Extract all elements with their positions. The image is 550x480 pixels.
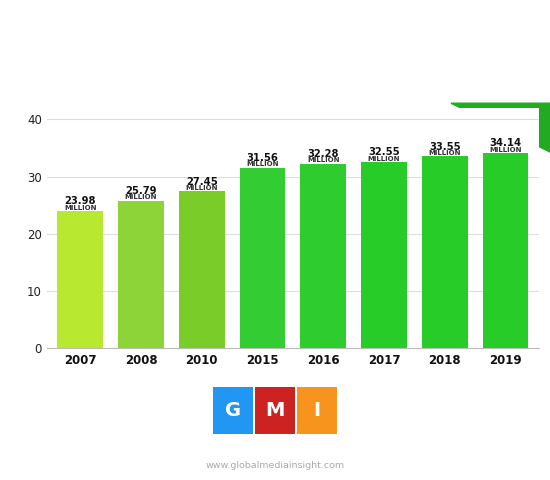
- Text: I: I: [314, 401, 320, 420]
- Text: POPULATION BY YEAR: POPULATION BY YEAR: [130, 65, 420, 89]
- Bar: [118, 201, 164, 348]
- Text: MILLION: MILLION: [64, 204, 96, 211]
- Text: G: G: [225, 401, 241, 420]
- Text: 32.55: 32.55: [368, 147, 400, 157]
- Bar: [361, 162, 407, 348]
- Text: MILLION: MILLION: [125, 194, 157, 200]
- FancyBboxPatch shape: [297, 387, 337, 433]
- Text: 27.45: 27.45: [186, 177, 218, 187]
- FancyBboxPatch shape: [213, 387, 253, 433]
- Text: MILLION: MILLION: [185, 185, 218, 191]
- Text: MILLION: MILLION: [307, 157, 339, 163]
- Text: 34.14: 34.14: [490, 138, 521, 148]
- Text: www.globalmediainsight.com: www.globalmediainsight.com: [206, 461, 344, 470]
- Text: MILLION: MILLION: [490, 146, 522, 153]
- Polygon shape: [451, 103, 550, 152]
- Bar: [300, 164, 346, 348]
- Text: 31.56: 31.56: [246, 153, 278, 163]
- Text: M: M: [265, 401, 285, 420]
- Text: MILLION: MILLION: [428, 150, 461, 156]
- Text: 25.79: 25.79: [125, 186, 157, 196]
- FancyBboxPatch shape: [255, 387, 295, 433]
- Bar: [179, 191, 224, 348]
- Bar: [240, 168, 285, 348]
- Text: SAUDI ARABIA: SAUDI ARABIA: [180, 24, 370, 48]
- Text: 23.98: 23.98: [64, 196, 96, 206]
- Text: 32.28: 32.28: [307, 149, 339, 159]
- Bar: [422, 156, 468, 348]
- Bar: [483, 153, 529, 348]
- Text: Global Media Insight: Global Media Insight: [207, 439, 343, 452]
- Text: MILLION: MILLION: [368, 156, 400, 162]
- Text: 33.55: 33.55: [429, 142, 460, 152]
- Bar: [57, 211, 103, 348]
- Text: MILLION: MILLION: [246, 161, 279, 168]
